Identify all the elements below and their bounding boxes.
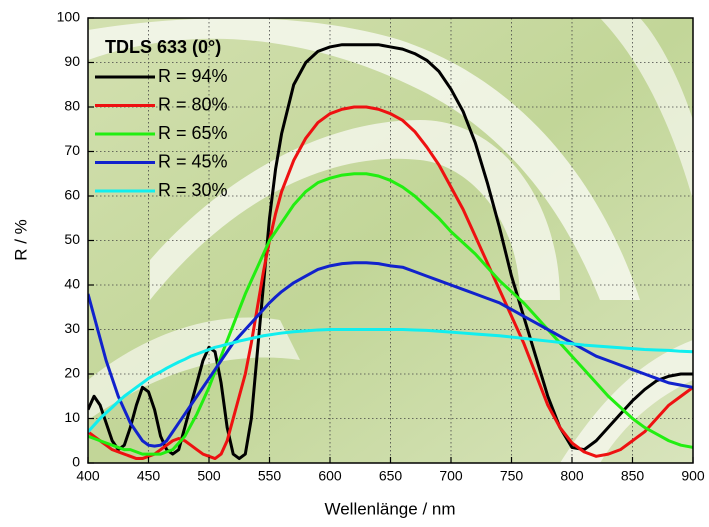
x-tick-label: 850 [621, 468, 645, 484]
x-tick-label: 450 [137, 468, 161, 484]
x-tick-label: 900 [681, 468, 705, 484]
y-tick-label: 50 [64, 231, 80, 247]
legend-label: R = 94% [158, 66, 228, 86]
x-tick-label: 800 [560, 468, 584, 484]
legend-title: TDLS 633 (0°) [105, 37, 221, 57]
x-tick-label: 750 [500, 468, 524, 484]
y-tick-label: 100 [57, 9, 81, 25]
x-tick-label: 500 [197, 468, 221, 484]
y-tick-label: 90 [64, 53, 80, 69]
series-line [88, 328, 693, 433]
x-tick-label: 400 [76, 468, 100, 484]
legend-label: R = 30% [158, 180, 228, 200]
y-tick-label: 40 [64, 276, 80, 292]
y-tick-label: 60 [64, 187, 80, 203]
x-tick-label: 550 [258, 468, 282, 484]
y-tick-label: 20 [64, 365, 80, 381]
legend: TDLS 633 (0°) R = 94% R = 80% R = 65% R = 4… [95, 37, 228, 200]
x-tick-label: 700 [439, 468, 463, 484]
legend-label: R = 45% [158, 151, 228, 171]
y-tick-label: 70 [64, 142, 80, 158]
x-tick-label: 600 [318, 468, 342, 484]
y-axis-label: R / % [11, 219, 30, 261]
series-line [88, 261, 693, 448]
y-tick-label: 10 [64, 409, 80, 425]
legend-label: R = 65% [158, 123, 228, 143]
lines [88, 43, 693, 461]
legend-label: R = 80% [158, 94, 228, 114]
x-tick-label: 650 [379, 468, 403, 484]
ticks: 400 450 500 550 600 650 700 750 800 850 900 0 10 20 30… [57, 9, 705, 484]
x-axis-label: Wellenlänge / nm [324, 499, 455, 518]
y-tick-label: 30 [64, 320, 80, 336]
y-tick-label: 0 [72, 454, 80, 470]
y-tick-label: 80 [64, 98, 80, 114]
